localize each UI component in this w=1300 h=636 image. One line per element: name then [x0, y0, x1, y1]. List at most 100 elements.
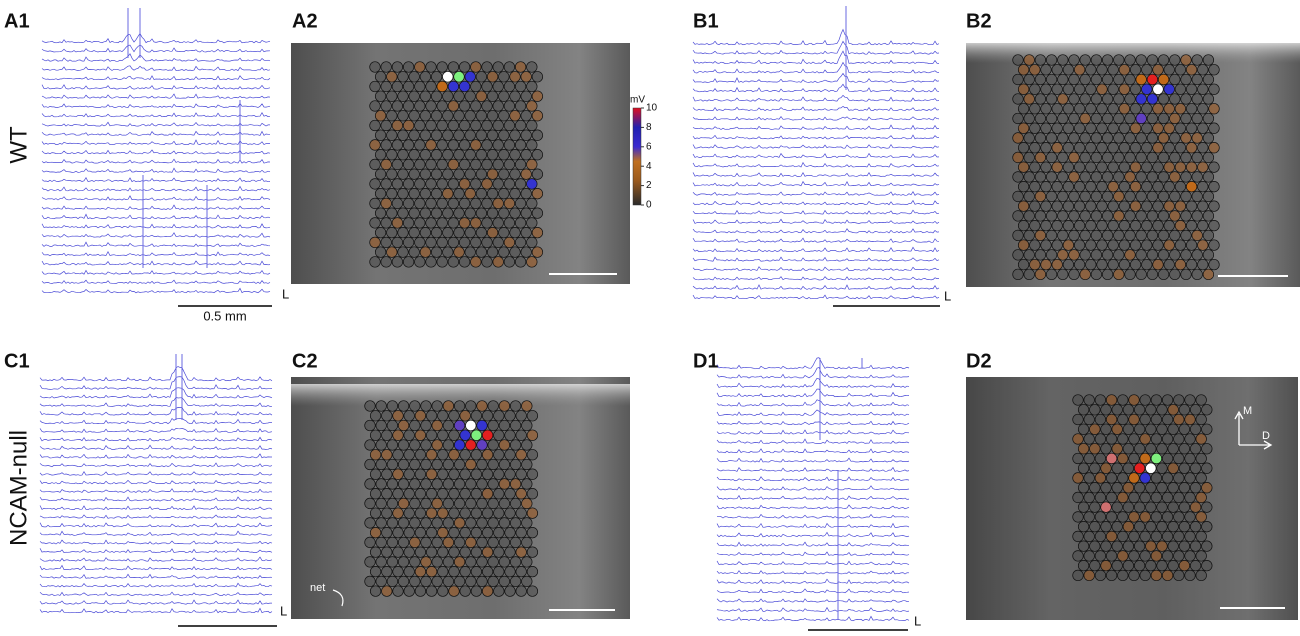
electrode	[1163, 142, 1175, 154]
electrode	[1083, 511, 1095, 523]
electrode	[402, 80, 415, 93]
electrode	[1139, 511, 1151, 523]
electrode	[498, 188, 510, 200]
electrode	[526, 197, 538, 210]
electrode	[425, 80, 437, 93]
electrode	[1094, 413, 1107, 426]
electrode	[509, 497, 522, 510]
annotation: net	[310, 582, 325, 594]
arrow	[332, 589, 344, 607]
electrode	[397, 246, 409, 258]
electrode	[409, 536, 421, 549]
electrode	[1191, 73, 1203, 86]
electrode	[487, 400, 499, 412]
electrode	[386, 458, 399, 471]
electrode	[442, 497, 455, 510]
electrode	[1146, 268, 1159, 281]
electrode	[425, 565, 438, 578]
electrode	[481, 178, 493, 190]
electrode	[397, 458, 410, 471]
electrode	[1118, 83, 1131, 95]
trace	[41, 111, 271, 118]
electrode	[425, 139, 437, 151]
electrode	[369, 468, 382, 480]
electrode	[1107, 161, 1119, 173]
electrode	[1068, 73, 1080, 86]
electrode	[486, 188, 499, 200]
electrode	[531, 226, 544, 239]
electrode	[1178, 404, 1191, 416]
electrode	[453, 439, 466, 451]
electrode	[521, 478, 533, 490]
electrode	[464, 207, 476, 219]
electrode	[459, 468, 471, 480]
electrode	[386, 517, 399, 529]
electrode	[1152, 142, 1164, 154]
trace	[41, 241, 271, 247]
electrode	[1017, 161, 1030, 173]
electrode	[1111, 423, 1123, 435]
electrode	[1057, 112, 1069, 125]
electrode	[409, 419, 421, 432]
electrode	[1202, 268, 1215, 281]
electrode	[419, 207, 432, 219]
electrode	[531, 90, 544, 102]
electrode	[1096, 258, 1108, 271]
electrode	[1169, 132, 1181, 144]
electrode	[453, 517, 466, 529]
electrode	[1161, 452, 1174, 465]
electrode	[520, 207, 532, 219]
electrode	[1161, 569, 1174, 582]
electrode	[430, 71, 443, 83]
electrode	[1117, 433, 1129, 445]
electrode	[1040, 64, 1052, 76]
electrode	[509, 419, 522, 432]
electrode	[498, 517, 511, 529]
electrode	[1174, 239, 1187, 251]
trace	[692, 143, 940, 149]
electrode	[1169, 112, 1181, 125]
electrode	[1105, 569, 1118, 582]
electrode	[408, 129, 420, 141]
trace	[39, 582, 273, 588]
electrode	[374, 168, 387, 180]
electrode	[531, 246, 544, 258]
electrode	[1197, 142, 1209, 154]
trace	[692, 276, 940, 281]
electrode	[425, 158, 437, 171]
electrode	[503, 197, 516, 210]
electrode	[470, 178, 482, 190]
electrode	[1068, 54, 1080, 66]
trace	[39, 564, 273, 571]
electrode	[509, 400, 522, 412]
electrode	[464, 110, 476, 122]
electrode	[1197, 103, 1209, 115]
row-label: NCAM-null	[5, 430, 32, 546]
electrode	[458, 158, 471, 171]
electrode	[1124, 54, 1136, 66]
electrode	[375, 400, 387, 412]
electrode	[509, 478, 522, 490]
electrode	[1111, 404, 1123, 416]
electrode	[425, 488, 438, 500]
electrode	[526, 527, 539, 539]
electrode	[1068, 171, 1080, 183]
trace	[716, 504, 910, 510]
electrode	[1101, 93, 1114, 105]
electrode	[526, 119, 538, 132]
trace	[39, 479, 273, 485]
electrode	[1105, 413, 1118, 426]
electrode	[1150, 472, 1163, 484]
electrode	[386, 129, 398, 141]
electrode	[503, 256, 516, 268]
electrode	[409, 439, 421, 451]
electrode	[403, 488, 415, 500]
electrode	[402, 217, 415, 229]
electrode	[1083, 569, 1095, 582]
trace	[41, 102, 271, 108]
electrode	[1185, 142, 1198, 154]
electrode	[386, 536, 399, 549]
electrode	[1023, 249, 1035, 261]
electrode	[414, 236, 426, 249]
electrode	[453, 536, 466, 549]
